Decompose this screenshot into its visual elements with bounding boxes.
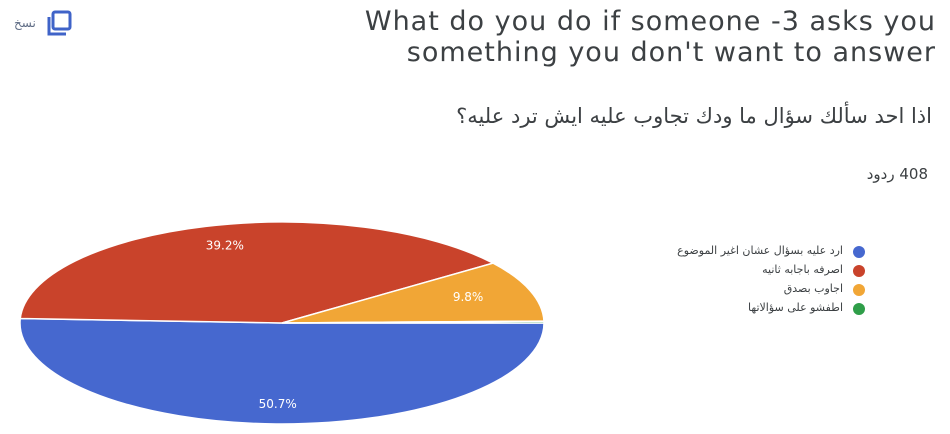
legend-color-dot (853, 303, 865, 315)
legend-item: ارد عليه بسؤال عشان اغير الموضوع (605, 244, 865, 258)
legend-label: ارد عليه بسؤال عشان اغير الموضوع (677, 244, 843, 257)
legend-label: اجاوب بصدق (783, 282, 843, 295)
chart-legend: ارد عليه بسؤال عشان اغير الموضوع اصرفه با… (605, 244, 865, 320)
slice-value-label-3: 9.8% (453, 290, 484, 304)
legend-label: اصرفه باجابه ثانيه (762, 263, 843, 276)
pie-slice-4 (281, 320, 545, 324)
legend-color-dot (853, 284, 865, 296)
legend-color-dot (853, 265, 865, 277)
legend-item: اصرفه باجابه ثانيه (605, 263, 865, 277)
pie-slice-1 (19, 317, 545, 425)
responses-count: 408 ردود (866, 165, 928, 183)
question-title-arabic: اذا احد سألك سؤال ما ودك تجاوب عليه ايش … (456, 104, 932, 128)
legend-item: اجاوب بصدق (605, 282, 865, 296)
copy-icon (47, 10, 72, 36)
legend-color-dot (853, 246, 865, 258)
legend-label: اطفشو على سؤالاتها (748, 301, 843, 314)
copy-label: نسخ (14, 16, 36, 30)
slice-value-label-1: 50.7% (259, 397, 297, 411)
copy-button[interactable]: نسخ (14, 8, 74, 38)
pie-slice-3 (281, 262, 545, 324)
slice-value-label-2: 39.2% (206, 239, 244, 253)
legend-item: اطفشو على سؤالاتها (605, 301, 865, 315)
pie-slice-2 (19, 221, 496, 324)
question-title-english: What do you do if someone -3 asks you so… (364, 6, 936, 68)
